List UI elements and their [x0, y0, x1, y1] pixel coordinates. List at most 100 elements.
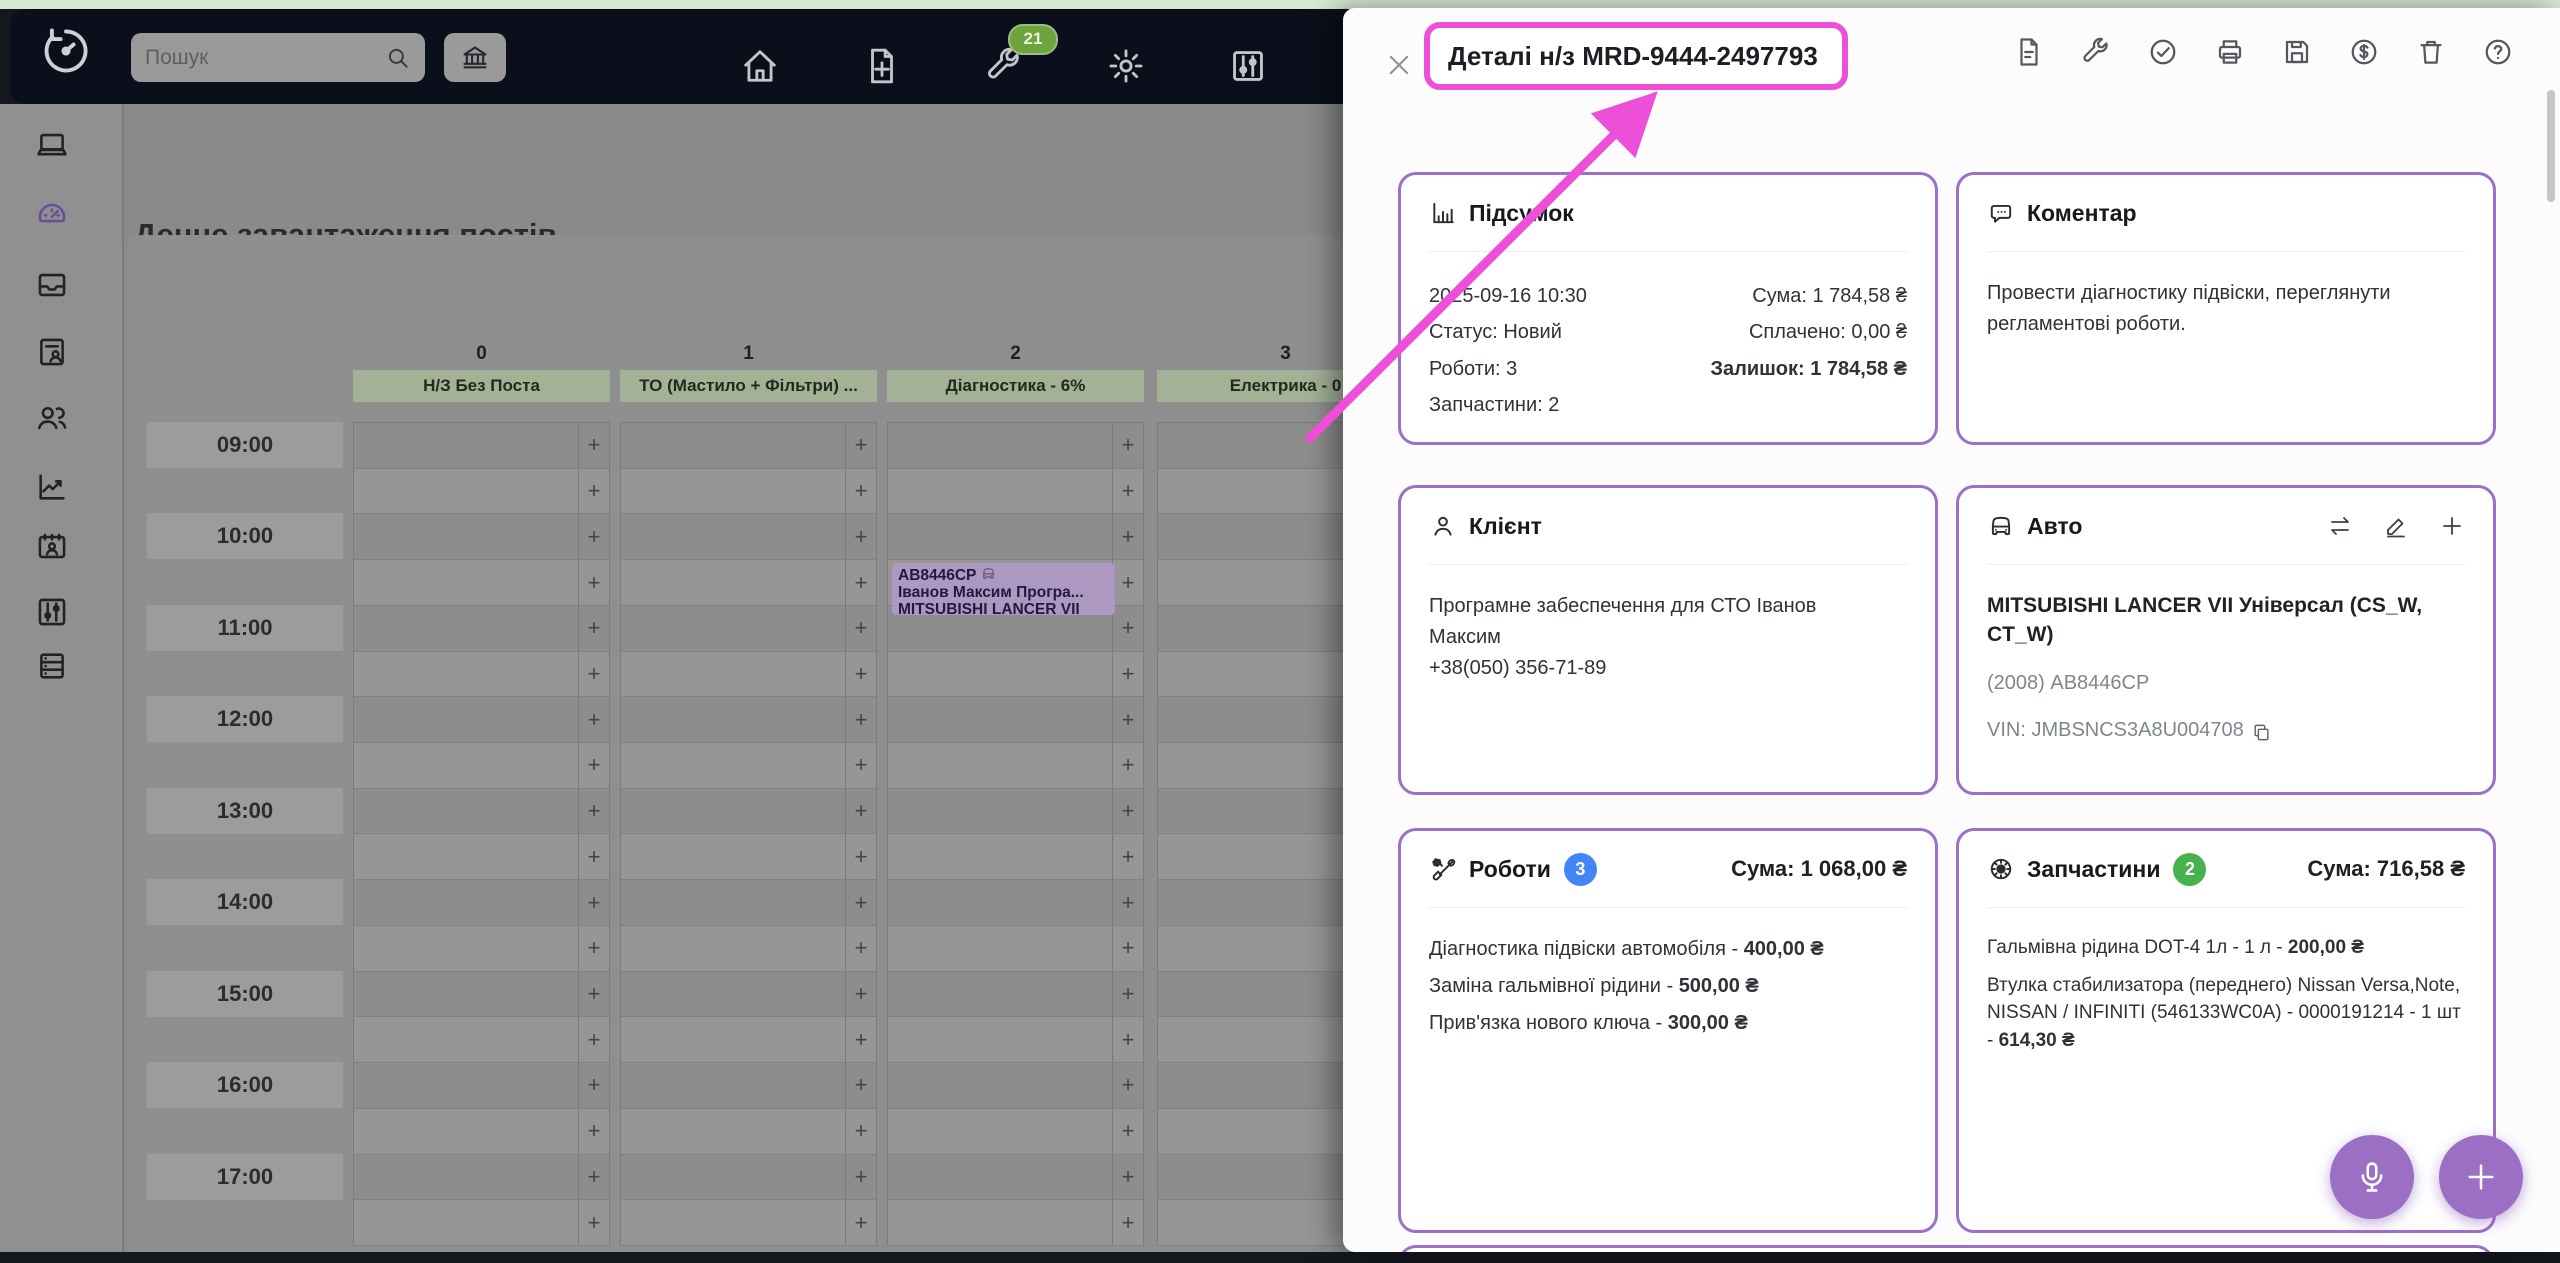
time-slot[interactable]: + — [1158, 651, 1343, 698]
add-slot-button[interactable]: + — [578, 1017, 609, 1063]
add-slot-button[interactable]: + — [578, 651, 609, 697]
time-slot[interactable]: + — [621, 468, 876, 515]
add-slot-button[interactable]: + — [1112, 560, 1143, 605]
calendar-event[interactable]: АВ8446СР Іванов Максим Програ... MITSUBIS… — [892, 563, 1115, 615]
time-slot[interactable]: + — [888, 1200, 1143, 1246]
add-slot-button[interactable]: + — [1112, 651, 1143, 697]
time-slot[interactable]: + — [354, 788, 609, 835]
add-slot-button[interactable]: + — [578, 880, 609, 925]
time-slot[interactable]: + — [1158, 1017, 1343, 1064]
add-slot-button[interactable]: + — [578, 788, 609, 834]
pencil-icon[interactable] — [2383, 513, 2409, 539]
add-slot-button[interactable]: + — [1112, 1200, 1143, 1245]
time-slot[interactable]: + — [621, 605, 876, 652]
file-text-icon[interactable] — [2013, 36, 2044, 67]
add-slot-button[interactable]: + — [845, 880, 876, 925]
add-slot-button[interactable]: + — [1112, 468, 1143, 514]
printer-icon[interactable] — [2214, 36, 2245, 67]
time-slot[interactable]: + — [888, 697, 1143, 744]
add-slot-button[interactable]: + — [578, 697, 609, 743]
add-slot-button[interactable]: + — [578, 1063, 609, 1108]
time-slot[interactable]: + — [1158, 925, 1343, 972]
search-input[interactable]: Пошук — [131, 33, 425, 82]
add-slot-button[interactable]: + — [1112, 925, 1143, 971]
add-slot-button[interactable]: + — [1112, 743, 1143, 788]
time-slot[interactable]: + — [1158, 423, 1343, 469]
add-slot-button[interactable]: + — [1112, 834, 1143, 880]
sidebar-item-inbox[interactable] — [33, 266, 71, 304]
time-slot[interactable]: + — [354, 651, 609, 698]
time-slot[interactable]: + — [354, 925, 609, 972]
add-slot-button[interactable]: + — [578, 925, 609, 971]
plus-icon[interactable] — [2439, 513, 2465, 539]
time-slot[interactable]: + — [888, 1017, 1143, 1064]
add-slot-button[interactable]: + — [578, 1108, 609, 1154]
add-slot-button[interactable]: + — [1112, 514, 1143, 560]
voice-fab[interactable] — [2330, 1135, 2414, 1219]
check-circle-icon[interactable] — [2147, 36, 2178, 67]
wrench-icon[interactable] — [2080, 36, 2111, 67]
add-slot-button[interactable]: + — [578, 605, 609, 651]
time-slot[interactable]: + — [888, 971, 1143, 1018]
time-slot[interactable]: + — [621, 743, 876, 789]
add-slot-button[interactable]: + — [845, 1017, 876, 1063]
time-slot[interactable]: + — [888, 514, 1143, 561]
time-slot[interactable]: + — [888, 925, 1143, 972]
time-slot[interactable]: + — [1158, 1063, 1343, 1109]
time-slot[interactable]: + — [354, 971, 609, 1018]
sidebar-item-line-chart[interactable] — [33, 468, 71, 506]
time-slot[interactable]: + — [1158, 1200, 1343, 1246]
add-slot-button[interactable]: + — [845, 1154, 876, 1200]
time-slot[interactable]: + — [888, 743, 1143, 789]
add-slot-button[interactable]: + — [578, 468, 609, 514]
time-slot[interactable]: + — [354, 560, 609, 606]
sidebar-item-doc-user[interactable] — [33, 333, 71, 371]
add-slot-button[interactable]: + — [578, 560, 609, 605]
time-slot[interactable]: + — [888, 834, 1143, 881]
add-slot-button[interactable]: + — [845, 971, 876, 1017]
add-slot-button[interactable]: + — [1112, 971, 1143, 1017]
add-slot-button[interactable]: + — [1112, 1108, 1143, 1154]
time-slot[interactable]: + — [621, 1154, 876, 1201]
add-slot-button[interactable]: + — [845, 1108, 876, 1154]
sidebar-item-sliders[interactable] — [33, 593, 71, 631]
time-slot[interactable]: + — [1158, 743, 1343, 789]
add-slot-button[interactable]: + — [845, 788, 876, 834]
sidebar-item-calendar-user[interactable] — [33, 528, 71, 566]
time-slot[interactable]: + — [1158, 834, 1343, 881]
time-slot[interactable]: + — [621, 1108, 876, 1155]
add-slot-button[interactable]: + — [1112, 788, 1143, 834]
time-slot[interactable]: + — [1158, 1154, 1343, 1201]
add-slot-button[interactable]: + — [845, 1063, 876, 1108]
time-slot[interactable]: + — [354, 423, 609, 469]
add-slot-button[interactable]: + — [845, 468, 876, 514]
time-slot[interactable]: + — [621, 834, 876, 881]
bank-button[interactable] — [444, 33, 506, 82]
time-slot[interactable]: + — [354, 468, 609, 515]
time-slot[interactable]: + — [888, 1154, 1143, 1201]
time-slot[interactable]: + — [1158, 880, 1343, 926]
add-slot-button[interactable]: + — [845, 834, 876, 880]
time-slot[interactable]: + — [621, 1063, 876, 1109]
time-slot[interactable]: + — [354, 834, 609, 881]
add-slot-button[interactable]: + — [1112, 605, 1143, 651]
copy-icon[interactable] — [2252, 721, 2271, 741]
time-slot[interactable]: + — [621, 1200, 876, 1246]
add-slot-button[interactable]: + — [578, 743, 609, 788]
time-slot[interactable]: + — [354, 1108, 609, 1155]
close-icon[interactable] — [1383, 49, 1415, 81]
time-slot[interactable]: + — [888, 1063, 1143, 1109]
time-slot[interactable]: + — [621, 651, 876, 698]
sidebar-item-users[interactable] — [33, 399, 71, 437]
add-slot-button[interactable]: + — [845, 697, 876, 743]
trash-icon[interactable] — [2415, 36, 2446, 67]
time-slot[interactable]: + — [354, 1200, 609, 1246]
time-slot[interactable]: + — [354, 514, 609, 561]
time-slot[interactable]: + — [621, 514, 876, 561]
add-slot-button[interactable]: + — [578, 423, 609, 468]
time-slot[interactable]: + — [1158, 514, 1343, 561]
sidebar-item-gauge[interactable] — [33, 195, 71, 233]
sliders-icon[interactable] — [1228, 46, 1268, 86]
time-slot[interactable]: + — [621, 925, 876, 972]
time-slot[interactable]: + — [354, 1017, 609, 1064]
